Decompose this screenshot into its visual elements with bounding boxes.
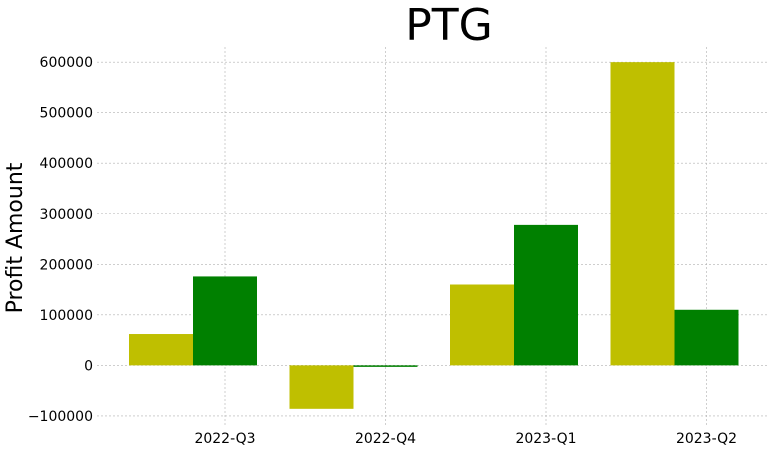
y-tick-label: 100000 bbox=[40, 308, 93, 324]
x-tick-label: 2022-Q3 bbox=[194, 431, 255, 447]
bar-series-2-2022-Q4 bbox=[353, 365, 418, 367]
bar-series-2-2023-Q1 bbox=[514, 224, 578, 366]
bar-series-1-2023-Q1 bbox=[450, 284, 514, 366]
x-tick-label: 2023-Q1 bbox=[515, 431, 576, 447]
x-axis-ticks: 2022-Q3 2022-Q4 2023-Q1 2023-Q2 bbox=[194, 431, 737, 447]
y-tick-label: −100000 bbox=[28, 409, 93, 425]
y-tick-label: 300000 bbox=[40, 207, 93, 223]
y-tick-label: 200000 bbox=[40, 257, 93, 273]
bar-series-2-2023-Q2 bbox=[674, 309, 739, 366]
y-tick-label: 0 bbox=[84, 358, 93, 374]
y-tick-label: 500000 bbox=[40, 106, 93, 122]
y-tick-label: 600000 bbox=[40, 55, 93, 71]
bar-series-2-2022-Q3 bbox=[193, 276, 257, 366]
chart-title: PTG bbox=[405, 0, 493, 51]
bars bbox=[129, 62, 739, 409]
bar-series-1-2022-Q4 bbox=[289, 365, 354, 409]
y-axis-label: Profit Amount bbox=[3, 162, 28, 313]
x-tick-label: 2023-Q2 bbox=[676, 431, 737, 447]
y-axis-ticks: −100000 0 100000 200000 300000 400000 500000 60… bbox=[28, 55, 93, 425]
bar-series-1-2023-Q2 bbox=[610, 62, 675, 366]
y-tick-label: 400000 bbox=[40, 156, 93, 172]
x-tick-label: 2022-Q4 bbox=[355, 431, 416, 447]
bar-series-1-2022-Q3 bbox=[129, 334, 193, 366]
